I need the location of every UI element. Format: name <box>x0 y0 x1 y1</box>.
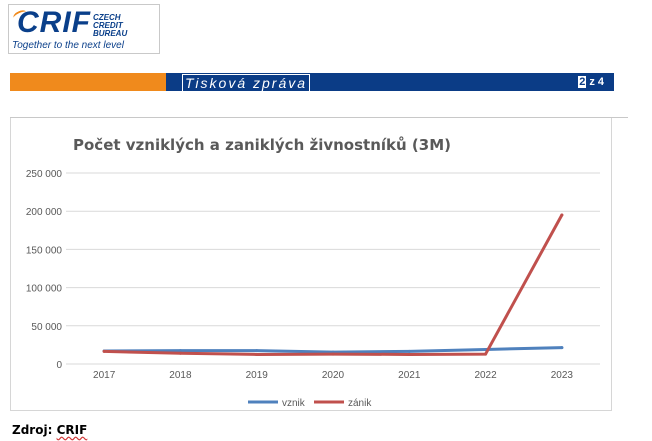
logo-sub-line-2: CREDIT <box>93 21 123 30</box>
data-point <box>331 352 335 356</box>
data-point <box>102 349 106 353</box>
chart-frame <box>10 118 612 411</box>
legend-label: vznik <box>282 398 306 409</box>
x-tick-label: 2019 <box>246 370 269 381</box>
data-point <box>484 352 488 356</box>
data-point <box>178 349 182 353</box>
data-point <box>560 213 564 217</box>
y-tick-label: 150 000 <box>26 245 63 256</box>
y-tick-label: 200 000 <box>26 207 63 218</box>
x-tick-label: 2020 <box>322 370 345 381</box>
y-tick-labels: 0 50 000 100 000 150 000 200 000 250 000 <box>26 169 63 371</box>
data-point <box>407 352 411 356</box>
data-point <box>255 352 259 356</box>
legend-label: zánik <box>348 398 372 409</box>
crif-logo: CRIF CZECH CREDIT BUREAU Together to the… <box>8 4 160 54</box>
x-tick-labels: 2017 2018 2019 2020 2021 2022 2023 <box>93 370 573 381</box>
source-name: CRIF <box>56 423 88 437</box>
logo-tagline: Together to the next level <box>12 40 124 51</box>
divider-line <box>10 117 628 118</box>
data-point <box>255 349 259 353</box>
y-tick-label: 50 000 <box>31 322 62 333</box>
logo-sub-line-1: CZECH <box>93 13 121 22</box>
x-tick-label: 2023 <box>551 370 574 381</box>
data-point <box>178 351 182 355</box>
y-tick-label: 250 000 <box>26 169 63 180</box>
data-point <box>560 346 564 350</box>
y-tick-label: 100 000 <box>26 284 63 295</box>
chart-legend: vznik zánik <box>248 398 372 409</box>
x-tick-label: 2021 <box>398 370 421 381</box>
series-line-zanik <box>102 213 564 356</box>
page-suffix: z 4 <box>589 76 604 88</box>
data-point <box>407 349 411 353</box>
page-current: 2 <box>578 76 587 88</box>
y-tick-label: 0 <box>56 360 62 371</box>
source-label: Zdroj: <box>12 423 53 437</box>
source-note: Zdroj: CRIF <box>12 423 87 437</box>
logo-sub-line-3: BUREAU <box>93 29 128 38</box>
banner-orange-segment <box>10 73 166 91</box>
x-tick-label: 2022 <box>474 370 497 381</box>
x-tick-label: 2017 <box>93 370 116 381</box>
logo-subtitle: CZECH CREDIT BUREAU <box>93 14 153 38</box>
chart-title: Počet vzniklých a zaniklých živnostníků … <box>73 136 451 154</box>
banner-title: Tisková zpráva <box>182 74 311 92</box>
x-tick-label: 2018 <box>169 370 192 381</box>
chart-gridlines <box>66 172 600 365</box>
logo-wordmark: CRIF <box>17 6 91 39</box>
chart-series <box>102 213 564 356</box>
